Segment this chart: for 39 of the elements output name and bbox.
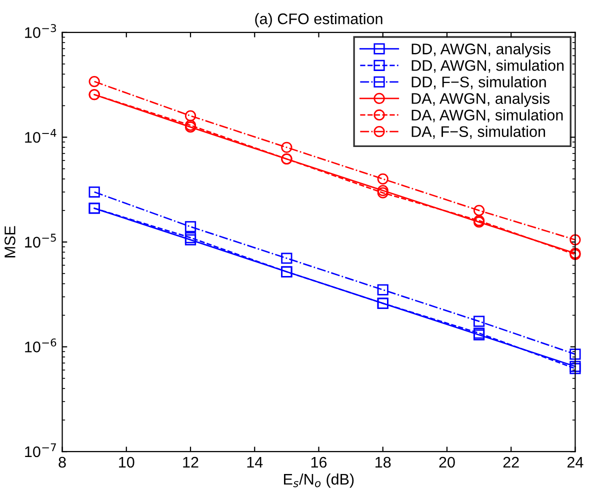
- point: [377, 187, 388, 198]
- point: [281, 252, 292, 264]
- y-tick-label: 10$^{−5}$: [25, 234, 56, 248]
- x-tick-label: 24: [567, 456, 584, 468]
- y-tick-label: 10$^{−4}$: [25, 129, 56, 143]
- x-tick-label: 22: [503, 456, 519, 468]
- x-axis-title: E$_{s}$/N$_{o}$ (dB): [284, 473, 354, 488]
- point: [281, 142, 292, 153]
- point: [570, 363, 581, 374]
- y-axis-title: MSE: [4, 226, 16, 258]
- point: [570, 234, 581, 246]
- x-tick-label: 10: [119, 456, 134, 468]
- x-tick-label: 8: [58, 456, 66, 468]
- x-tick-label: 16: [311, 456, 327, 468]
- x-tick-label: 12: [183, 456, 198, 468]
- x-tick-label: 18: [376, 456, 391, 468]
- point: [570, 360, 581, 372]
- point: [377, 173, 388, 184]
- point: [570, 348, 581, 360]
- legend-label: DD, F−S, simulation: [412, 76, 546, 90]
- point: [377, 284, 388, 296]
- legend-label: DD, AWGN, analysis: [412, 43, 550, 58]
- legend-label: DA, AWGN, simulation: [412, 109, 563, 122]
- point: [88, 186, 100, 198]
- point: [473, 204, 485, 216]
- point: [377, 184, 388, 196]
- point: [473, 316, 485, 327]
- legend-label: DA, AWGN, analysis: [412, 92, 550, 107]
- legend-label: DA, F−S, simulation: [412, 126, 546, 139]
- point: [88, 76, 100, 88]
- legend-label: DD, AWGN, simulation: [412, 60, 564, 73]
- chart-title: (a) CFO estimation: [255, 13, 382, 28]
- y-tick-label: 10$^{−7}$: [25, 443, 56, 458]
- y-tick-label: 10$^{−3}$: [25, 24, 56, 38]
- point: [184, 221, 196, 232]
- point: [184, 110, 196, 122]
- x-tick-label: 20: [439, 456, 455, 468]
- x-tick-label: 14: [247, 457, 263, 468]
- y-tick-label: 10$^{−6}$: [25, 338, 56, 352]
